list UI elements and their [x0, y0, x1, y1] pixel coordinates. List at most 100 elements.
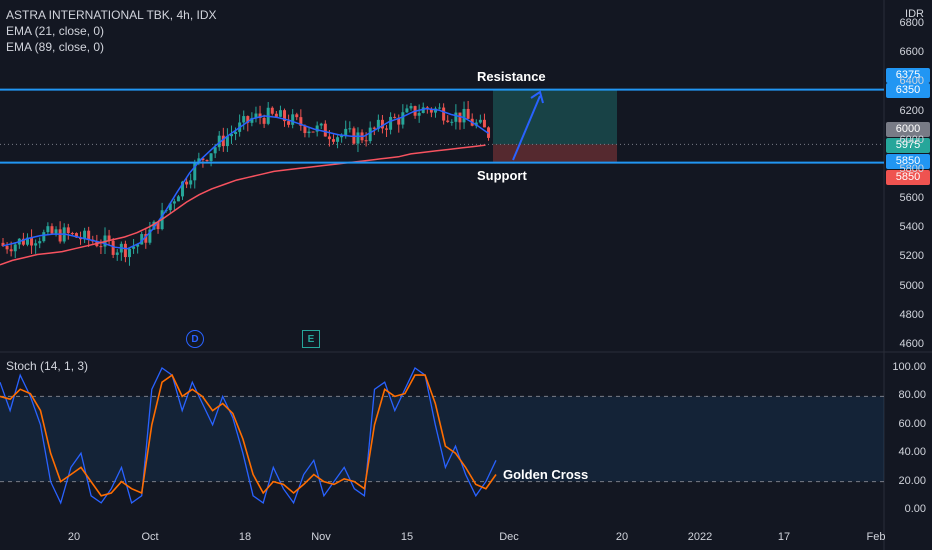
support-label: Support	[477, 168, 527, 183]
candle-body	[295, 114, 299, 118]
candle-body	[442, 107, 446, 121]
candle-body	[107, 235, 111, 241]
target-zone	[493, 89, 617, 145]
price-tick-label: 4800	[899, 308, 924, 321]
candle-body	[38, 241, 42, 244]
candle-body	[336, 137, 340, 142]
candle-body	[462, 108, 466, 123]
last-price-gray-tag: 6000	[886, 122, 930, 137]
candle-body	[30, 237, 34, 246]
candle-body	[482, 119, 486, 128]
time-tick-label: 17	[777, 531, 791, 543]
symbol-title: ASTRA INTERNATIONAL TBK, 4h, IDX	[6, 8, 217, 22]
candle-body	[152, 221, 156, 230]
candle-body	[417, 112, 421, 116]
dividend-event-icon[interactable]: D	[186, 330, 204, 348]
resistance-label: Resistance	[477, 69, 546, 84]
candle-body	[327, 136, 331, 140]
candle-body	[458, 112, 462, 123]
candle-body	[172, 201, 176, 204]
time-tick-label: 20	[67, 531, 81, 543]
candle-body	[127, 248, 131, 258]
candle-body	[229, 133, 233, 137]
candle-body	[9, 249, 13, 252]
candle-body	[99, 246, 103, 248]
price-tick-label: 5000	[899, 279, 924, 292]
candle-body	[140, 234, 144, 245]
candle-body	[389, 116, 393, 130]
candle-body	[270, 107, 274, 114]
stoch-tick-label: 40.00	[898, 446, 926, 459]
resistance-line-tag: 6350	[886, 83, 930, 98]
candle-body	[83, 230, 87, 240]
time-tick-label: 18	[238, 531, 252, 543]
candle-body	[421, 107, 425, 113]
candle-body	[50, 226, 54, 234]
candle-body	[291, 114, 295, 125]
candle-body	[478, 119, 482, 123]
candle-body	[111, 240, 115, 255]
stop-price-tag: 5850	[886, 170, 930, 185]
candle-body	[209, 153, 213, 162]
candle-body	[438, 107, 442, 109]
candle-body	[262, 117, 266, 124]
stoch-k-line	[0, 367, 497, 505]
candle-body	[213, 147, 217, 154]
candle-body	[344, 128, 348, 136]
candle-body	[401, 112, 405, 125]
stoch-d-line	[0, 373, 497, 497]
currency-label: IDR	[905, 8, 924, 20]
candle-body	[225, 136, 229, 147]
price-tick-label: 6000	[899, 133, 924, 146]
candle-body	[193, 162, 197, 181]
candle-body	[205, 160, 209, 162]
candle-body	[217, 135, 221, 148]
candle-body	[283, 110, 287, 122]
candle-body	[136, 244, 140, 247]
price-tick-label: 6800	[899, 17, 924, 29]
time-tick-label: Oct	[141, 531, 159, 543]
price-pane	[0, 0, 884, 352]
candle-body	[181, 181, 185, 197]
candle-body	[385, 128, 389, 130]
candle-body	[397, 117, 401, 125]
candle-body	[356, 132, 360, 144]
candle-body	[364, 140, 368, 142]
candle-body	[156, 221, 160, 230]
time-tick-label: Nov	[311, 531, 331, 543]
stoch-tick-label: 60.00	[898, 417, 926, 430]
candle-body	[74, 233, 78, 238]
candle-body	[258, 113, 262, 118]
candle-body	[5, 245, 9, 250]
stoch-tick-label: 100.00	[892, 361, 926, 373]
price-tick-label: 5600	[899, 192, 924, 205]
candle-body	[168, 203, 172, 211]
support-line-tag: 5850	[886, 154, 930, 169]
time-tick-label: Dec	[499, 531, 519, 543]
candle-body	[42, 232, 46, 242]
candle-body	[46, 226, 50, 233]
candle-body	[25, 237, 29, 245]
candle-body	[454, 112, 458, 122]
price-tick-label: 5800	[899, 162, 924, 175]
candle-body	[340, 135, 344, 138]
candle-body	[189, 180, 193, 185]
candle-body	[176, 196, 180, 202]
candle-body	[144, 234, 148, 243]
ema89-legend: EMA (89, close, 0)	[6, 40, 105, 54]
earnings-event-icon[interactable]: E	[302, 330, 320, 348]
candle-body	[315, 125, 319, 132]
candle-body	[376, 119, 380, 129]
stoch-tick-label: 20.00	[898, 474, 926, 487]
time-tick-label: 20	[615, 531, 629, 543]
stoch-band	[0, 396, 884, 482]
candle-body	[278, 110, 282, 117]
candle-body	[348, 128, 352, 130]
candle-body	[197, 158, 201, 163]
candle-body	[185, 181, 189, 185]
candle-body	[303, 125, 307, 134]
resistance-price-tag: 6375	[886, 68, 930, 83]
ema21-legend: EMA (21, close, 0)	[6, 24, 105, 38]
candle-body	[319, 123, 323, 126]
